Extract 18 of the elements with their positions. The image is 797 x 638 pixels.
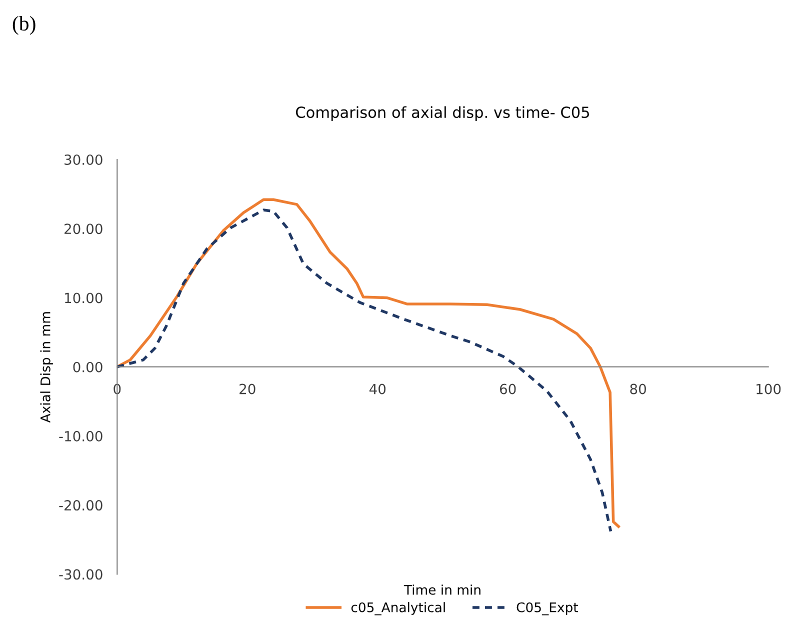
text: (b) [12,16,36,35]
y-tick-label: 30.00 [64,154,102,165]
x-axis-title: Time in min [404,584,480,595]
chart-title: Comparison of axial disp. vs time- C05 [296,106,589,122]
y-axis-title: Axial Disp in mm [40,312,53,423]
x-tick-label: 60 [500,384,516,394]
legend-label: c05_Analytical [351,602,445,616]
y-tick-label: -10.00 [59,430,102,442]
x-tick-label: 40 [369,384,386,394]
y-tick-label: 10.00 [65,292,102,304]
x-tick-label: 20 [240,384,256,394]
y-tick-label: 0.00 [73,362,102,372]
x-tick-label: 100 [756,384,781,394]
x-tick-label: 80 [630,384,646,394]
y-tick-label: 20.00 [64,224,102,234]
y-tick-label: -20.00 [59,500,102,511]
legend-label: C05_Expt [516,602,578,616]
y-tick-label: -30.00 [59,569,102,580]
